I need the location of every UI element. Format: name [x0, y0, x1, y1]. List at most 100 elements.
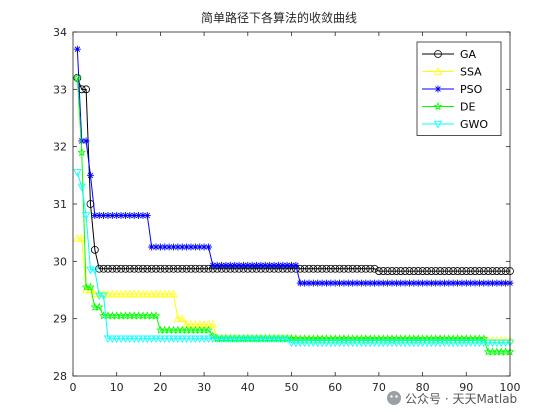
data-point-pso: [344, 279, 352, 287]
data-point-ga: [449, 267, 458, 275]
legend-label-gwo: GWO: [460, 118, 488, 131]
data-point-gwo: [475, 339, 484, 348]
data-point-gwo: [387, 339, 397, 348]
data-point-pso: [86, 171, 94, 179]
data-point-gwo: [357, 339, 366, 348]
data-point-gwo: [282, 335, 292, 344]
data-point-pso: [314, 279, 322, 287]
data-point-pso: [135, 211, 143, 219]
data-point-pso: [475, 279, 483, 287]
data-point-pso: [458, 279, 466, 287]
data-point-gwo: [287, 339, 296, 348]
chart-title: 简单路径下各算法的收敛曲线: [201, 10, 357, 25]
x-tick-label: 20: [153, 381, 167, 394]
data-point-gwo: [457, 339, 467, 348]
data-point-ga: [90, 245, 99, 254]
data-point-gwo: [326, 339, 336, 348]
data-point-ga: [340, 264, 348, 273]
data-point-gwo: [309, 339, 318, 348]
data-point-gwo: [108, 335, 117, 344]
data-point-gwo: [462, 339, 471, 348]
data-point-ssa: [103, 289, 113, 298]
data-point-ga: [95, 264, 104, 273]
data-point-gwo: [86, 266, 95, 275]
data-point-ga: [104, 264, 112, 273]
x-tick-label: 100: [500, 381, 521, 394]
data-point-gwo: [173, 335, 183, 344]
data-point-pso: [257, 261, 265, 269]
data-point-ga: [405, 267, 414, 275]
data-point-pso: [174, 243, 182, 251]
data-point-ga: [147, 264, 156, 273]
data-point-gwo: [147, 335, 156, 344]
legend-label-pso: PSO: [460, 83, 483, 96]
data-point-ga: [488, 267, 497, 275]
data-point-pso: [261, 261, 269, 269]
data-point-ssa: [121, 289, 130, 298]
data-point-ssa: [125, 289, 134, 298]
data-point-ssa: [173, 314, 183, 322]
data-point-gwo: [317, 339, 327, 348]
legend: GA SSA PSO DE GWO: [416, 41, 502, 136]
data-point-ssa: [112, 289, 121, 298]
data-point-gwo: [169, 335, 178, 344]
data-point-gwo: [488, 339, 497, 348]
data-point-pso: [384, 279, 392, 287]
data-point-pso: [82, 137, 90, 145]
data-point-pso: [152, 243, 160, 251]
data-point-gwo: [73, 169, 82, 177]
data-point-gwo: [291, 339, 301, 348]
data-point-gwo: [501, 339, 510, 348]
data-point-gwo: [322, 339, 331, 348]
data-point-gwo: [95, 292, 104, 301]
data-point-ga: [160, 264, 169, 273]
data-point-pso: [187, 243, 195, 251]
data-point-ga: [370, 264, 379, 273]
data-point-ga: [492, 267, 501, 275]
legend-label-ga: GA: [460, 48, 477, 61]
data-point-ga: [392, 267, 401, 275]
data-point-gwo: [134, 335, 143, 344]
data-point-pso: [454, 279, 462, 287]
data-point-pso: [423, 279, 431, 287]
data-point-pso: [480, 279, 488, 287]
data-point-gwo: [374, 339, 384, 348]
wechat-icon: [387, 391, 401, 405]
data-point-ga: [462, 267, 471, 275]
data-point-gwo: [90, 266, 100, 275]
legend-item-ssa: SSA: [422, 66, 482, 79]
data-point-ga: [182, 264, 191, 273]
data-point-pso: [405, 279, 413, 287]
wechat-icon-eye: [395, 395, 398, 398]
data-point-ga: [466, 267, 475, 275]
data-point-gwo: [99, 292, 108, 301]
data-point-pso: [353, 279, 361, 287]
series-gwo: [73, 169, 515, 348]
data-point-gwo: [400, 339, 410, 348]
data-point-gwo: [483, 339, 493, 348]
data-point-gwo: [427, 339, 436, 348]
data-point-pso: [274, 261, 282, 269]
data-point-gwo: [77, 183, 86, 192]
x-tick-label: 50: [285, 381, 299, 394]
watermark: 公众号 · 天天Matlab: [387, 391, 517, 406]
data-point-gwo: [221, 335, 231, 344]
data-point-pso: [161, 243, 169, 251]
data-point-ga: [423, 267, 431, 275]
data-point-gwo: [199, 335, 209, 344]
data-point-ssa: [95, 289, 104, 298]
data-point-ga: [121, 264, 130, 273]
data-point-gwo: [151, 335, 161, 344]
data-point-ga: [388, 267, 396, 275]
data-point-pso: [414, 279, 422, 287]
data-point-ga: [305, 264, 313, 273]
data-point-pso: [239, 261, 247, 269]
data-point-gwo: [418, 339, 427, 348]
data-point-ssa: [178, 314, 187, 322]
data-point-gwo: [449, 339, 458, 348]
data-point-gwo: [365, 339, 375, 348]
data-point-pso: [340, 279, 348, 287]
data-point-ga: [374, 267, 383, 275]
series-line-ga: [76, 77, 510, 272]
data-point-gwo: [204, 335, 213, 344]
